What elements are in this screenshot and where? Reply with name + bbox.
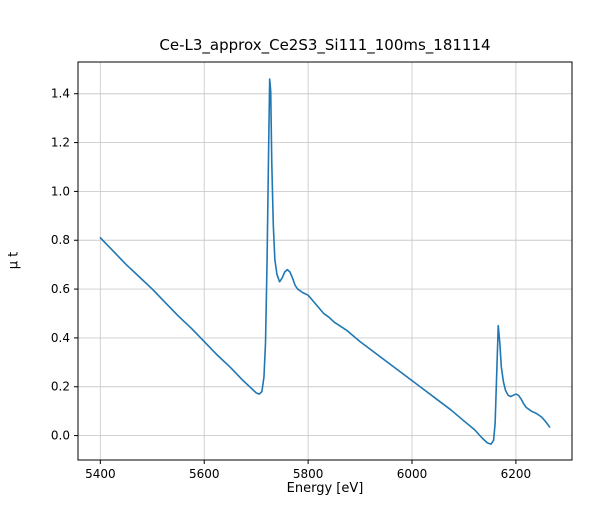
x-tick-label: 6200 — [501, 467, 532, 481]
x-axis-label: Energy [eV] — [286, 481, 364, 496]
y-tick-label: 1.0 — [51, 184, 70, 198]
x-tick-label: 5400 — [85, 467, 116, 481]
x-tick-label: 5800 — [293, 467, 324, 481]
y-tick-label: 0.4 — [51, 331, 70, 345]
x-tick-label: 6000 — [397, 467, 428, 481]
x-tick-label: 5600 — [189, 467, 220, 481]
y-axis-label: μ t — [6, 251, 22, 270]
data-line-series — [99, 78, 551, 445]
y-tick-label: 0.6 — [51, 282, 70, 296]
axes-frame — [77, 61, 573, 461]
y-tick-label: 1.2 — [51, 136, 70, 150]
y-tick-label: 1.4 — [51, 87, 70, 101]
y-tick-label: 0.0 — [51, 429, 70, 443]
y-tick-label: 0.2 — [51, 380, 70, 394]
y-tick-label: 0.8 — [51, 233, 70, 247]
chart-title: Ce-L3_approx_Ce2S3_Si111_100ms_181114 — [159, 36, 491, 54]
